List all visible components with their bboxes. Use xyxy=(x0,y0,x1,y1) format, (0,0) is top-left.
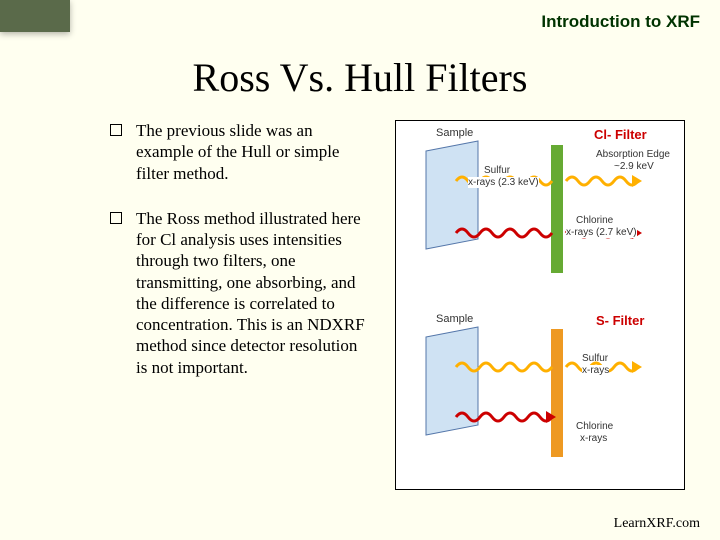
sulfur-ray-bottom xyxy=(456,361,642,373)
diagram-svg xyxy=(396,121,686,491)
sulfur-label-top: Sulfur xyxy=(484,165,510,176)
sample-label-bottom: Sample xyxy=(436,313,473,325)
sulfur-sub-bottom: x-rays xyxy=(582,365,609,376)
list-item: The Ross method illustrated here for Cl … xyxy=(110,208,370,378)
bullet-text: The previous slide was an example of the… xyxy=(136,120,370,184)
chlorine-label-top: Chlorine xyxy=(576,215,613,226)
s-filter-bar xyxy=(551,329,563,457)
slide-title: Ross Vs. Hull Filters xyxy=(0,54,720,101)
s-filter-label: S- Filter xyxy=(596,313,644,328)
bullet-text: The Ross method illustrated here for Cl … xyxy=(136,208,370,378)
corner-decor xyxy=(0,0,70,32)
list-item: The previous slide was an example of the… xyxy=(110,120,370,184)
bullet-list: The previous slide was an example of the… xyxy=(110,120,370,402)
chlorine-sub-top: x-rays (2.7 keV) xyxy=(566,227,637,238)
bullet-square-icon xyxy=(110,124,122,136)
cl-filter-bar xyxy=(551,145,563,273)
footer-link: LearnXRF.com xyxy=(614,516,700,532)
sulfur-sub-top: x-rays (2.3 keV) xyxy=(468,177,539,188)
sample-slab-top xyxy=(426,141,478,249)
slide-header: Introduction to XRF xyxy=(541,12,700,32)
sulfur-label-bottom: Sulfur xyxy=(582,353,608,364)
sample-label-top: Sample xyxy=(436,127,473,139)
filter-diagram: Sample Cl- Filter Absorption Edge ~2.9 k… xyxy=(395,120,685,490)
absorption-edge-label: Absorption Edge xyxy=(596,149,670,160)
bullet-square-icon xyxy=(110,212,122,224)
chlorine-label-bottom: Chlorine xyxy=(576,421,613,432)
cl-filter-label: Cl- Filter xyxy=(594,127,647,142)
chlorine-sub-bottom: x-rays xyxy=(580,433,607,444)
absorption-edge-value: ~2.9 keV xyxy=(614,161,654,172)
